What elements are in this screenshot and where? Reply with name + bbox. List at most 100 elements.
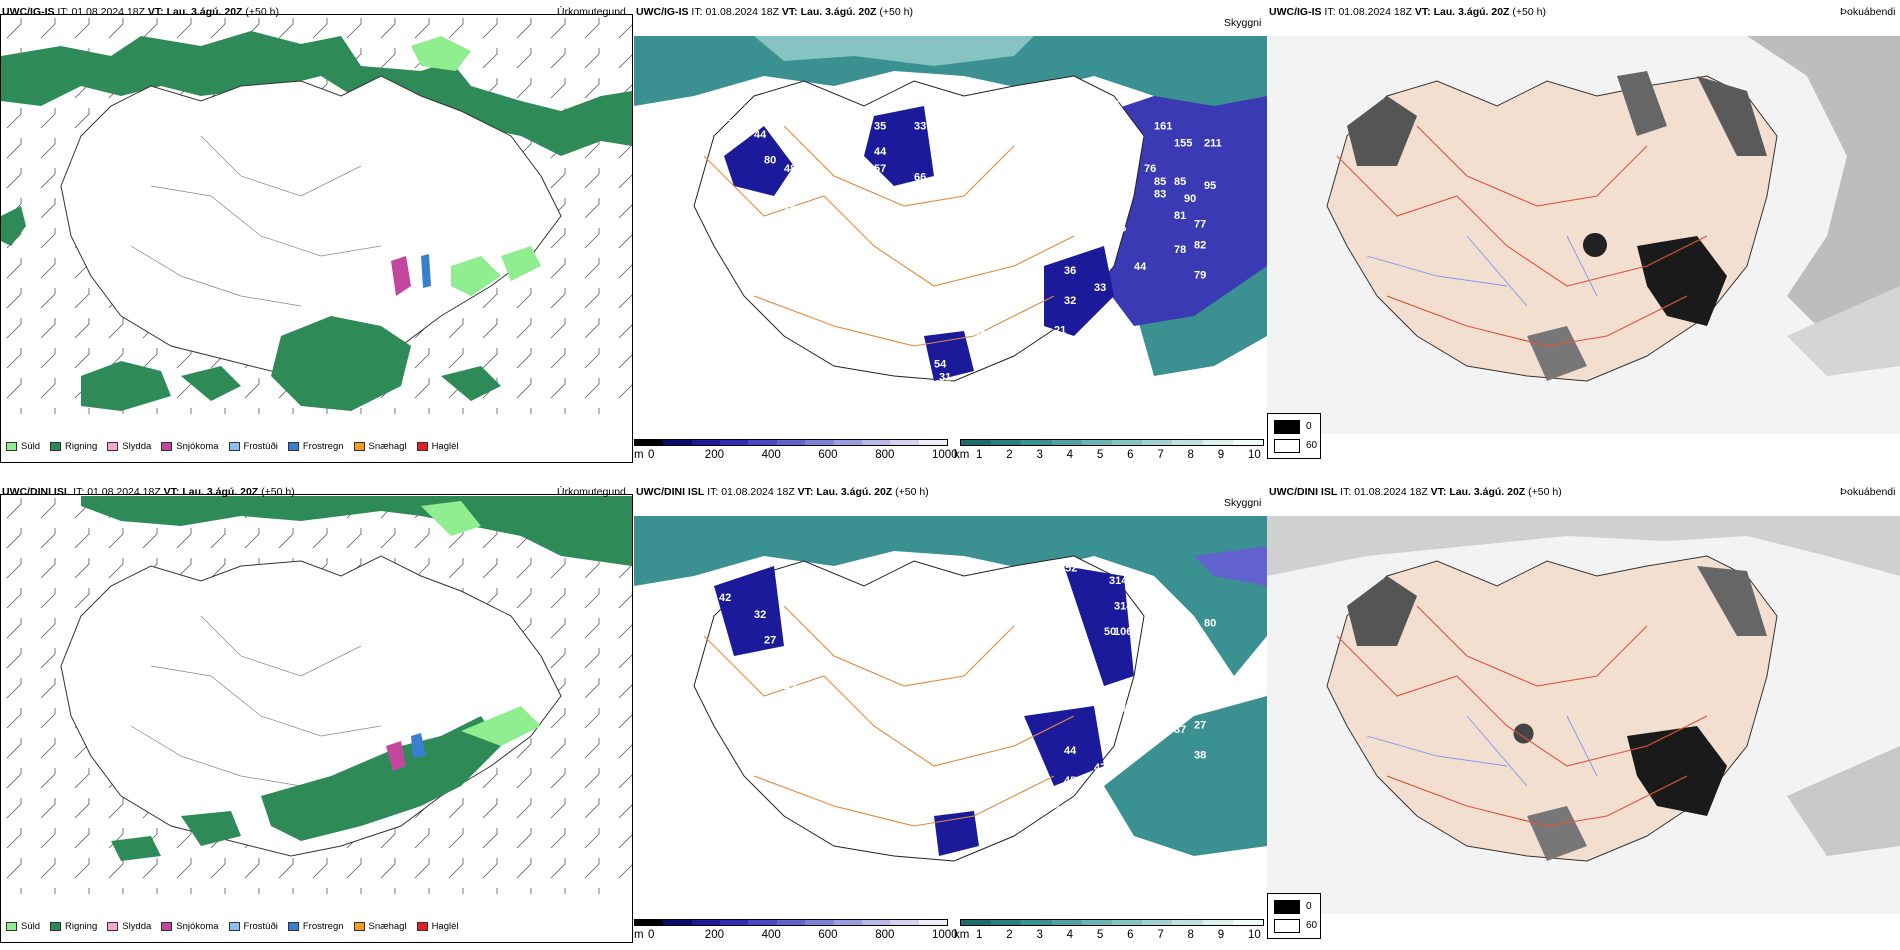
cloud-base-value: 35 [874,121,886,133]
colorbar-bin [635,440,664,445]
cloud-base-value: 37 [764,108,776,120]
panel-parameter: Skyggni [1224,497,1262,509]
colorbar-bin [635,920,664,925]
legend-swatch [107,442,119,451]
fog-panel-dini: UWC/DINI ISL IT: 01.08.2024 18Z VT: Lau.… [1267,480,1900,950]
precip-map [1,16,632,414]
colorbar-bin [1172,920,1203,925]
cloud-base-value: 38 [874,626,886,638]
cloud-base-value: 80 [1204,618,1216,630]
legend-item-haglél: Haglél [416,441,459,452]
colorbar-bin [861,920,891,925]
cloud-base-value: 32 [1064,295,1076,307]
cloud-base-value: 30 [974,329,986,341]
colorbar-tick-label: 2 [1006,449,1013,461]
legend-item-rigning: Rigning [50,441,97,452]
cloudbase-colorbar: m 0 200 400 600 800 1000 [634,437,974,467]
precip-panel-ig: UWC/IG-IS IT: 01.08.2024 18Z VT: Lau. 3.… [0,0,634,470]
colorbar-bin [1142,440,1173,445]
cloud-base-value: 76 [994,325,1006,337]
legend-swatch [50,922,62,931]
cloud-base-value: 76 [784,201,796,213]
cloud-base-value: 42 [934,116,946,128]
fog-legend: 0 60 [1267,413,1321,459]
legend-item-rigning: Rigning [50,921,97,932]
cloud-base-value: 57 [874,163,886,175]
cloud-base-value: 21 [1054,325,1066,337]
legend-label: Snjókoma [176,441,219,452]
cloud-base-value: 48 [784,163,796,175]
legend-item-snæhagl: Snæhagl [353,921,407,932]
colorbar-bin [663,920,692,925]
cloud-base-value: 90 [1184,193,1196,205]
colorbar-bin [776,920,806,925]
cloud-base-value: 314 [1114,601,1133,613]
colorbar-tick-label: 1 [976,929,983,941]
colorbar-bin [833,920,862,925]
colorbar-bin [961,920,992,925]
cloud-base-value: 52 [874,601,886,613]
cloud-base-value: 42 [804,129,816,141]
legend-label: Rigning [65,921,98,932]
colorbar-tick-label: 600 [818,449,838,461]
cloud-base-value: 211 [1204,138,1222,150]
colorbar-tick-label: 600 [818,929,838,941]
legend-label: Frostúði [243,921,278,932]
legend-item-slydda: Slydda [107,921,151,932]
cloud-base-value: 76 [1144,163,1156,175]
fog-map [1267,516,1900,914]
fog-high-swatch [1274,900,1300,914]
panel-title: UWC/IG-IS IT: 01.08.2024 18Z VT: Lau. 3.… [1269,6,1546,18]
colorbar-bin [1202,920,1233,925]
colorbar-bin [1142,920,1173,925]
legend-label: Súld [21,441,41,452]
cloud-base-labels: 42 65 32 27 46 42 42 52 62 50 52 62 38 52 104 56 42 87 252… [684,562,1216,816]
cloud-base-value: 47 [1094,762,1106,774]
colorbar-tick-label: 800 [875,929,895,941]
colorbar-tick-label: 3 [1036,929,1043,941]
colorbar-tick-label: 6 [1127,449,1134,461]
colorbar-bin [1172,440,1203,445]
cloud-base-value: 42 [719,592,731,604]
cloud-base-value: 55 [1114,121,1126,133]
visibility-colorbar: km 1 2 3 4 5 6 7 8 9 10 [954,917,1264,947]
colorbar-bin [1232,440,1264,445]
legend-box [0,913,633,943]
legend-swatch [228,922,240,931]
colorbar-bin [890,920,919,925]
cloud-base-value: 45 [964,108,976,120]
panel-title: UWC/IG-IS IT: 01.08.2024 18Z VT: Lau. 3.… [636,6,913,18]
colorbar-bin [805,920,834,925]
legend-swatch [416,922,428,931]
legend-label: Snæhagl [368,921,407,932]
panel-title: UWC/DINI ISL IT: 01.08.2024 18Z VT: Lau.… [636,486,929,498]
cloud-base-value: 47 [1109,95,1121,107]
cloud-base-value: 50 [844,618,856,630]
colorbar-bin [663,440,692,445]
colorbar-bin [1232,920,1264,925]
colorbar-bin [720,920,749,925]
precip-legend: Súld Rigning Slydda Snjókoma Frostúði Frostre… [6,921,459,932]
cloud-base-value: 42 [794,664,806,676]
colorbar-tick-label: 8 [1187,929,1194,941]
colorbar-bin [991,920,1022,925]
panel-title: UWC/DINI ISL IT: 01.08.2024 18Z VT: Lau.… [2,486,295,498]
visibility-panel-dini: UWC/DINI ISL IT: 01.08.2024 18Z VT: Lau.… [634,480,1267,950]
cloud-base-value: 252 [1034,562,1052,574]
fog-high-swatch [1274,420,1300,434]
legend-label: Frostregn [302,441,344,452]
legend-label: Snjókoma [176,921,219,932]
cloud-base-value: 82 [1059,82,1071,94]
colorbar-bin [890,440,919,445]
colorbar-tick-label: 200 [704,449,724,461]
colorbar-tick-label: 5 [1096,449,1104,461]
cloud-base-value: 54 [844,138,857,150]
cloud-base-value: 52 [874,643,886,655]
cloud-base-value: 61 [719,112,731,124]
colorbar-tick-label: 1000 [932,929,958,941]
cloud-base-value: 95 [1204,180,1216,192]
cloud-base-value: 44 [754,129,767,141]
cloud-base-value: 45 [1174,618,1186,630]
cloud-base-value: 91 [1114,146,1126,158]
colorbar-tick-label: 9 [1217,929,1225,941]
